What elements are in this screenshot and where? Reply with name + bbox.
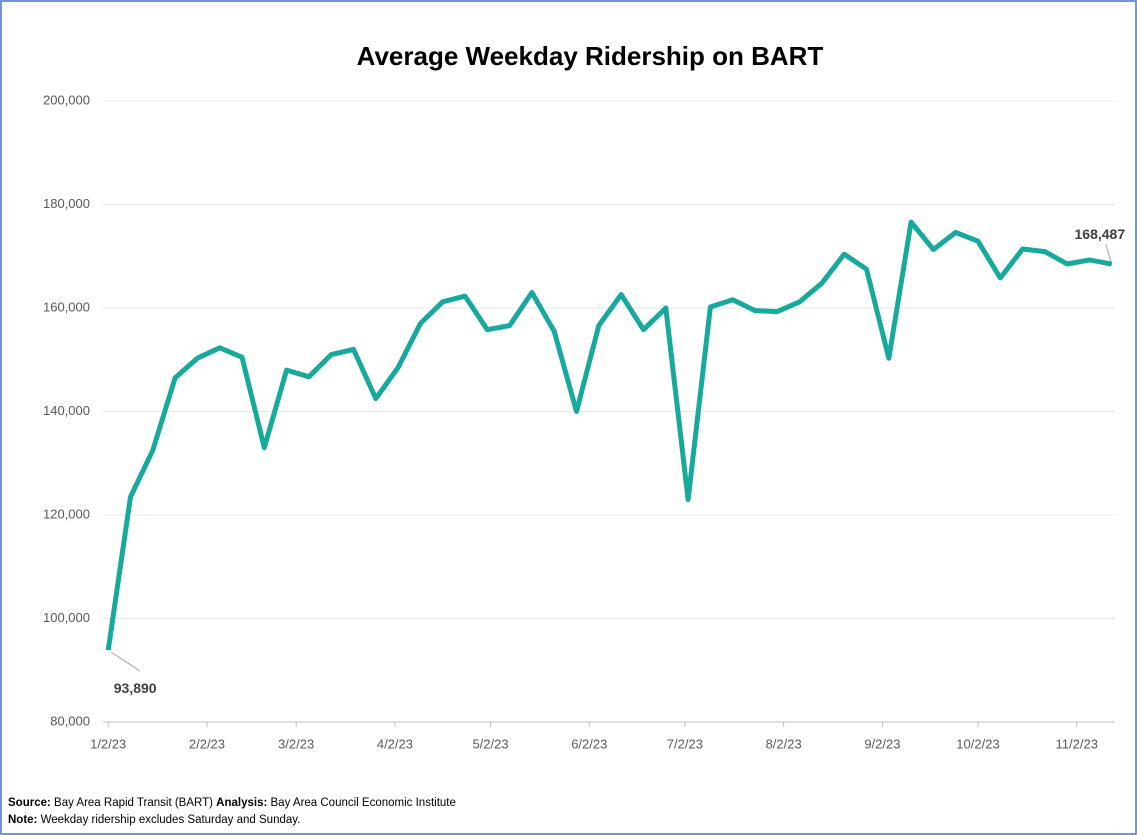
data-label: 168,487: [1075, 226, 1126, 242]
series-line: [105, 219, 1113, 651]
chart-title: Average Weekday Ridership on BART: [357, 41, 824, 71]
x-tick-label: 4/2/23: [377, 736, 413, 751]
x-tick-label: 3/2/23: [278, 736, 314, 751]
y-tick-label: 80,000: [50, 713, 90, 728]
x-tick-label: 10/2/23: [956, 736, 999, 751]
x-tick-label: 1/2/23: [90, 736, 126, 751]
analysis: Bay Area Council Economic Institute: [271, 797, 456, 809]
x-tick-label: 8/2/23: [766, 736, 802, 751]
data-label: 93,890: [114, 680, 157, 696]
y-tick-label: 180,000: [43, 196, 90, 211]
y-tick-label: 140,000: [43, 403, 90, 418]
note-line: Note: Weekday ridership excludes Saturda…: [8, 814, 300, 826]
x-tick-label: 9/2/23: [864, 736, 900, 751]
x-tick-label: 7/2/23: [667, 736, 703, 751]
y-tick-label: 100,000: [43, 610, 90, 625]
x-tick-label: 5/2/23: [472, 736, 508, 751]
y-tick-label: 200,000: [43, 92, 90, 107]
note: Weekday ridership excludes Saturday and …: [41, 814, 301, 826]
x-tick-label: 2/2/23: [189, 736, 225, 751]
source-line: Source: Bay Area Rapid Transit (BART) An…: [8, 797, 456, 809]
leader-line: [110, 651, 141, 672]
leader-line: [1105, 243, 1112, 262]
source: Bay Area Rapid Transit (BART): [54, 797, 213, 809]
y-tick-label: 120,000: [43, 506, 90, 521]
x-tick-label: 6/2/23: [571, 736, 607, 751]
analysis-label: Analysis:: [216, 797, 267, 809]
x-tick-label: 11/2/23: [1056, 736, 1098, 751]
note-label: Note:: [8, 814, 37, 826]
y-tick-label: 160,000: [43, 299, 90, 314]
source-label: Source:: [8, 797, 51, 809]
